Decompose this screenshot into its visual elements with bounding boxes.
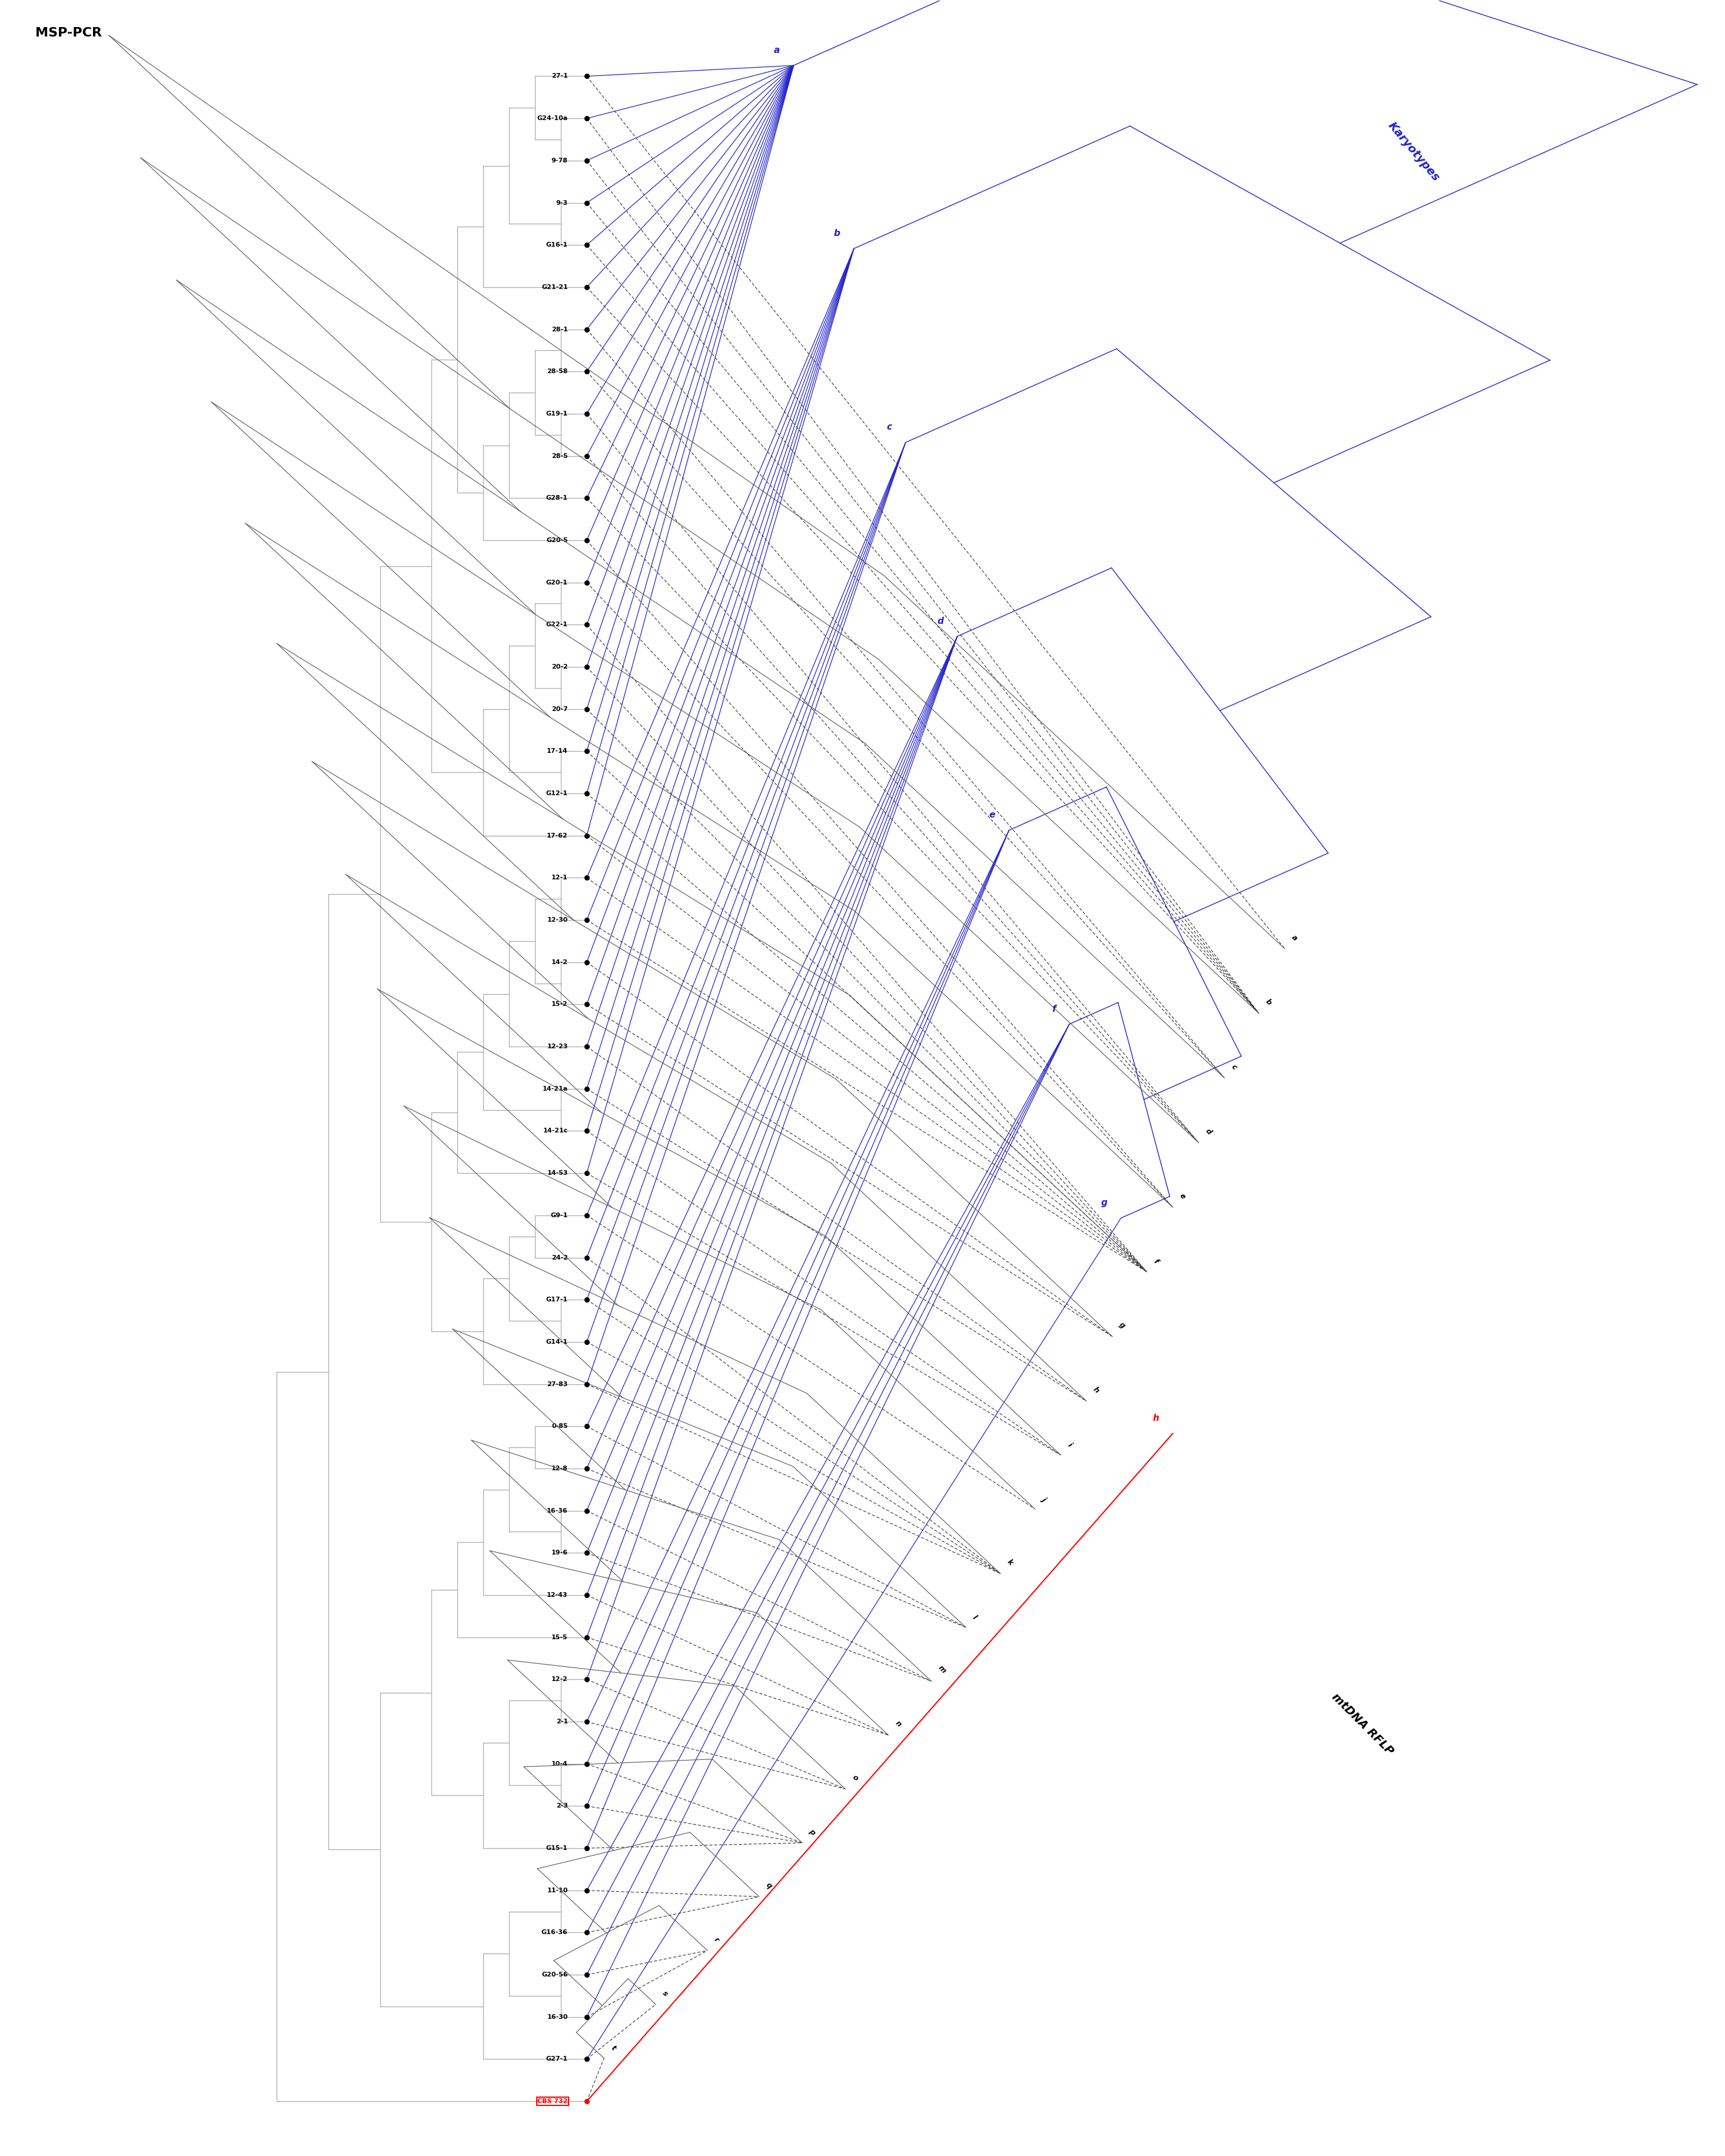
Text: h: h bbox=[1092, 1386, 1101, 1395]
Text: s: s bbox=[661, 1990, 669, 1999]
Text: 10-4: 10-4 bbox=[552, 1761, 568, 1766]
Text: g: g bbox=[1118, 1322, 1126, 1330]
Text: 12-23: 12-23 bbox=[547, 1044, 568, 1050]
Text: f: f bbox=[1152, 1257, 1159, 1266]
Text: 20-2: 20-2 bbox=[552, 664, 568, 671]
Text: 12-30: 12-30 bbox=[547, 916, 568, 923]
Text: G27-1: G27-1 bbox=[547, 2057, 568, 2061]
Text: 28-58: 28-58 bbox=[547, 369, 568, 375]
Text: 9-78: 9-78 bbox=[552, 157, 568, 164]
Text: 12-1: 12-1 bbox=[552, 875, 568, 882]
Text: k: k bbox=[1006, 1559, 1014, 1567]
Text: 0-85: 0-85 bbox=[552, 1423, 568, 1429]
Text: 11-10: 11-10 bbox=[547, 1886, 568, 1893]
Text: 27-83: 27-83 bbox=[547, 1382, 568, 1386]
Text: e: e bbox=[988, 811, 995, 819]
Text: G21-21: G21-21 bbox=[542, 285, 568, 291]
Text: G16-36: G16-36 bbox=[542, 1930, 568, 1936]
Text: G20-1: G20-1 bbox=[547, 580, 568, 586]
Text: p: p bbox=[807, 1826, 816, 1837]
Text: 12-8: 12-8 bbox=[552, 1466, 568, 1470]
Text: 15-5: 15-5 bbox=[552, 1634, 568, 1641]
Text: G19-1: G19-1 bbox=[545, 412, 568, 416]
Text: mtDNA RFLP: mtDNA RFLP bbox=[1330, 1690, 1396, 1757]
Text: q: q bbox=[764, 1880, 773, 1891]
Text: 2-1: 2-1 bbox=[555, 1718, 568, 1725]
Text: 14-21a: 14-21a bbox=[542, 1087, 568, 1091]
Text: n: n bbox=[894, 1720, 902, 1729]
Text: 28-1: 28-1 bbox=[552, 326, 568, 332]
Text: f: f bbox=[1052, 1005, 1056, 1013]
Text: c: c bbox=[1230, 1063, 1239, 1072]
Text: r: r bbox=[712, 1936, 721, 1945]
Text: 28-5: 28-5 bbox=[552, 453, 568, 459]
Text: 14-2: 14-2 bbox=[552, 959, 568, 966]
Text: 16-36: 16-36 bbox=[547, 1507, 568, 1514]
Text: G15-1: G15-1 bbox=[547, 1846, 568, 1852]
Text: G20-5: G20-5 bbox=[547, 537, 568, 543]
Text: g: g bbox=[1101, 1199, 1107, 1207]
Text: 12-43: 12-43 bbox=[547, 1591, 568, 1598]
Text: 19-6: 19-6 bbox=[552, 1550, 568, 1557]
Text: l: l bbox=[971, 1613, 978, 1621]
Text: G12-1: G12-1 bbox=[547, 791, 568, 796]
Text: 17-14: 17-14 bbox=[547, 748, 568, 755]
Text: c: c bbox=[887, 423, 892, 431]
Text: 14-53: 14-53 bbox=[547, 1171, 568, 1175]
Text: d: d bbox=[937, 617, 944, 625]
Text: b: b bbox=[833, 229, 840, 237]
Text: h: h bbox=[1152, 1414, 1159, 1423]
Text: 9-3: 9-3 bbox=[555, 201, 568, 205]
Text: 2-3: 2-3 bbox=[555, 1802, 568, 1809]
Text: 20-7: 20-7 bbox=[552, 707, 568, 711]
Text: j: j bbox=[1040, 1496, 1047, 1503]
Text: CBS 732: CBS 732 bbox=[538, 2098, 568, 2104]
Text: G24-10a: G24-10a bbox=[536, 116, 568, 121]
Text: G14-1: G14-1 bbox=[545, 1339, 568, 1345]
Text: G17-1: G17-1 bbox=[547, 1296, 568, 1302]
Text: G9-1: G9-1 bbox=[550, 1212, 568, 1218]
Text: 14-21c: 14-21c bbox=[543, 1128, 568, 1134]
Text: a: a bbox=[1290, 934, 1299, 942]
Text: G20-56: G20-56 bbox=[542, 1973, 568, 1977]
Text: 15-2: 15-2 bbox=[552, 1000, 568, 1007]
Text: t: t bbox=[609, 2044, 618, 2053]
Text: MSP-PCR: MSP-PCR bbox=[34, 28, 102, 39]
Text: G28-1: G28-1 bbox=[547, 496, 568, 500]
Text: i: i bbox=[1066, 1442, 1073, 1449]
Text: m: m bbox=[937, 1664, 947, 1675]
Text: 12-2: 12-2 bbox=[552, 1677, 568, 1682]
Text: G16-1: G16-1 bbox=[545, 241, 568, 248]
Text: G22-1: G22-1 bbox=[547, 621, 568, 627]
Text: o: o bbox=[850, 1774, 859, 1783]
Text: a: a bbox=[775, 45, 780, 54]
Text: Karyotypes: Karyotypes bbox=[1387, 121, 1442, 183]
Text: 17-62: 17-62 bbox=[547, 832, 568, 839]
Text: d: d bbox=[1204, 1128, 1213, 1136]
Text: e: e bbox=[1178, 1192, 1187, 1201]
Text: b: b bbox=[1264, 998, 1273, 1007]
Text: 16-30: 16-30 bbox=[547, 2014, 568, 2020]
Text: 24-2: 24-2 bbox=[552, 1255, 568, 1261]
Text: 27-1: 27-1 bbox=[552, 73, 568, 80]
